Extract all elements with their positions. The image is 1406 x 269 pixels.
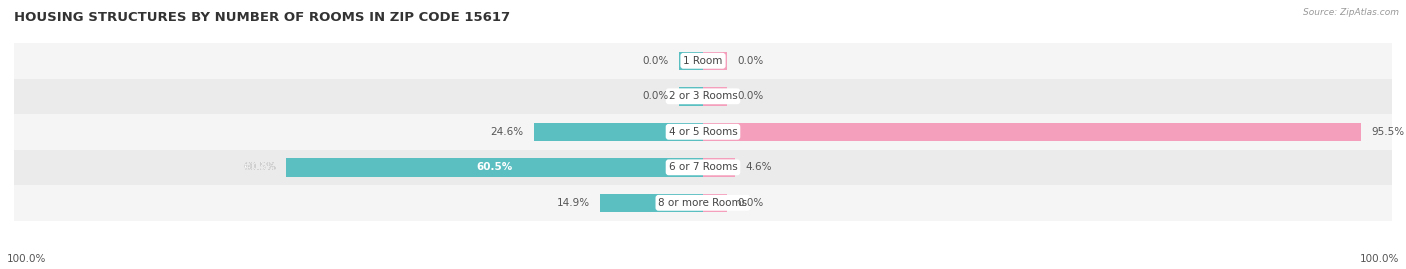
Text: 0.0%: 0.0% <box>643 91 669 101</box>
Text: 4 or 5 Rooms: 4 or 5 Rooms <box>669 127 737 137</box>
Bar <box>14 79 1392 114</box>
Text: 60.5%: 60.5% <box>243 162 276 172</box>
Text: 95.5%: 95.5% <box>1371 127 1405 137</box>
Text: 0.0%: 0.0% <box>738 198 763 208</box>
Text: HOUSING STRUCTURES BY NUMBER OF ROOMS IN ZIP CODE 15617: HOUSING STRUCTURES BY NUMBER OF ROOMS IN… <box>14 10 510 23</box>
Text: 4.6%: 4.6% <box>745 162 772 172</box>
Bar <box>703 123 1361 141</box>
Text: 24.6%: 24.6% <box>491 127 523 137</box>
Text: 6 or 7 Rooms: 6 or 7 Rooms <box>669 162 737 172</box>
Bar <box>703 158 735 176</box>
Bar <box>600 194 703 212</box>
Text: 14.9%: 14.9% <box>557 198 591 208</box>
Bar <box>14 150 1392 185</box>
Bar <box>287 158 703 176</box>
Bar <box>14 185 1392 221</box>
Text: 0.0%: 0.0% <box>738 91 763 101</box>
Text: 0.0%: 0.0% <box>643 56 669 66</box>
Bar <box>533 123 703 141</box>
Bar <box>14 43 1392 79</box>
Bar <box>679 87 703 105</box>
Bar <box>703 52 727 70</box>
Bar <box>703 194 727 212</box>
Text: 0.0%: 0.0% <box>738 56 763 66</box>
Text: 1 Room: 1 Room <box>683 56 723 66</box>
Text: 8 or more Rooms: 8 or more Rooms <box>658 198 748 208</box>
Bar <box>703 87 727 105</box>
Text: Source: ZipAtlas.com: Source: ZipAtlas.com <box>1303 8 1399 17</box>
Text: 100.0%: 100.0% <box>7 254 46 264</box>
Bar <box>14 114 1392 150</box>
Bar <box>679 52 703 70</box>
Text: 60.5%: 60.5% <box>243 162 276 172</box>
Text: 60.5%: 60.5% <box>477 162 513 172</box>
Text: 100.0%: 100.0% <box>1360 254 1399 264</box>
Text: 2 or 3 Rooms: 2 or 3 Rooms <box>669 91 737 101</box>
